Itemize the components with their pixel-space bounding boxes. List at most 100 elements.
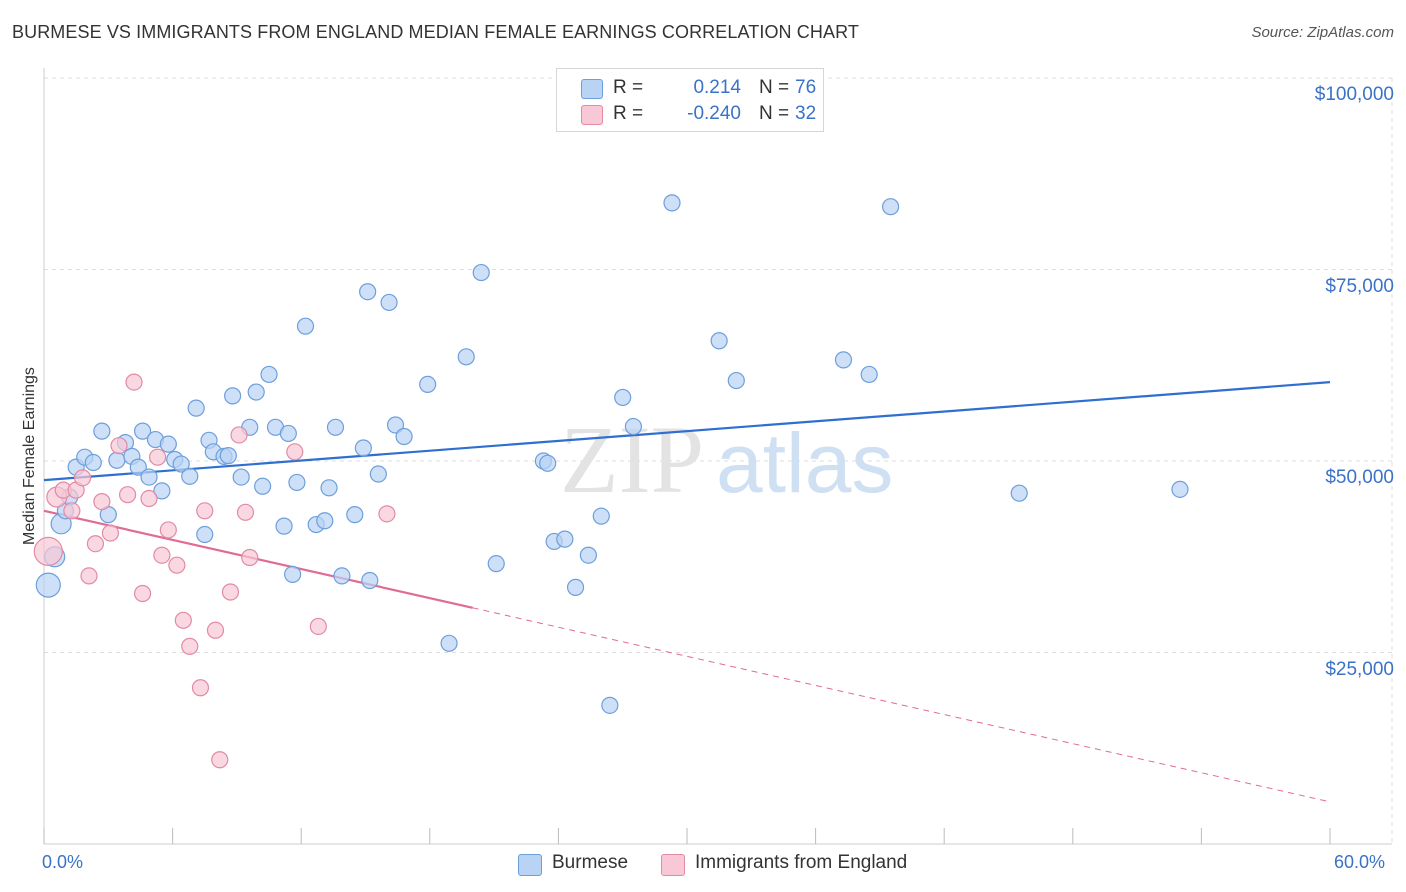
legend-label: Immigrants from England <box>695 852 908 873</box>
burmese-point <box>614 388 632 407</box>
england-point <box>153 546 171 564</box>
source-label: Source: ZipAtlas.com <box>1251 24 1394 41</box>
legend-n-value: 32 <box>795 103 817 124</box>
legend-label: Burmese <box>552 852 629 873</box>
legend-row-burmese: R = 0.214 N = 76 <box>581 77 821 101</box>
burmese-point <box>187 399 205 417</box>
burmese-point <box>153 482 171 500</box>
burmese-point <box>320 479 338 497</box>
burmese-point <box>395 427 413 446</box>
chart-title: BURMESE VS IMMIGRANTS FROM ENGLAND MEDIA… <box>12 22 859 42</box>
burmese-point <box>316 512 334 530</box>
legend-item-england[interactable]: Immigrants from England <box>661 852 931 878</box>
england-point <box>148 448 167 466</box>
england-point <box>236 503 255 521</box>
burmese-point <box>35 572 61 598</box>
x-tick-max: 60.0% <box>1334 852 1386 872</box>
burmese-point <box>440 634 458 652</box>
england-point <box>101 524 120 542</box>
burmese-point <box>232 468 250 486</box>
england-point <box>63 502 81 520</box>
burmese-point <box>601 696 619 714</box>
burmese-point <box>296 317 315 335</box>
trend-line-england-dashed <box>472 607 1331 803</box>
burmese-point <box>727 371 745 390</box>
burmese-point <box>219 447 237 465</box>
burmese-point <box>386 416 405 434</box>
burmese-point <box>93 422 111 440</box>
y-tick-label: $75,000 <box>1325 275 1394 297</box>
legend-row-england: R = -0.240 N = 32 <box>581 103 821 127</box>
burmese-point <box>380 293 398 312</box>
burmese-point <box>224 387 242 405</box>
england-point <box>159 521 177 539</box>
england-point <box>309 617 327 636</box>
burmese-point <box>359 283 377 301</box>
watermark-atlas: atlas <box>716 416 893 510</box>
legend-item-burmese[interactable]: Burmese <box>518 852 648 878</box>
burmese-point <box>346 506 364 524</box>
england-point <box>133 584 152 603</box>
burmese-point <box>834 351 853 369</box>
burmese-point <box>419 375 437 393</box>
legend-r-label: R = <box>613 103 644 124</box>
burmese-point <box>624 417 643 436</box>
england-point <box>86 535 105 553</box>
england-point <box>174 611 192 629</box>
legend-n-value: 76 <box>795 77 817 98</box>
y-tick-label: $100,000 <box>1314 84 1394 105</box>
axes <box>43 68 1392 845</box>
burmese-point <box>284 565 302 583</box>
correlation-legend: R = 0.214 N = 76 R = -0.240 N = 32 <box>556 68 824 132</box>
burmese-point <box>354 439 372 457</box>
trend-line-burmese <box>43 381 1331 482</box>
x-tick-min: 0.0% <box>42 852 84 872</box>
england-point <box>125 373 143 391</box>
burmese-point <box>326 418 345 436</box>
burmese-point <box>247 383 265 401</box>
burmese-point <box>472 263 490 282</box>
y-tick-label: $50,000 <box>1325 467 1394 488</box>
burmese-point <box>333 567 351 585</box>
burmese-point <box>663 194 681 212</box>
burmese-point <box>369 465 387 483</box>
england-point <box>211 751 229 769</box>
england-point <box>118 486 137 504</box>
england-point <box>93 492 111 511</box>
england-point <box>221 583 240 601</box>
burmese-point <box>566 578 585 596</box>
burmese-point <box>487 555 505 573</box>
legend-r-label: R = <box>613 77 644 98</box>
burmese-point <box>254 477 272 495</box>
burmese-point <box>129 458 147 476</box>
england-point <box>73 469 92 487</box>
burmese-point <box>1010 484 1028 502</box>
burmese-point <box>539 454 557 472</box>
england-point <box>206 621 225 639</box>
burmese-point <box>1171 480 1189 498</box>
england-point <box>378 505 396 523</box>
burmese-point <box>84 453 102 472</box>
england-point <box>33 536 63 566</box>
burmese-point <box>579 546 598 564</box>
burmese-point <box>361 571 379 590</box>
burmese-swatch <box>518 854 542 876</box>
burmese-point <box>133 422 152 440</box>
burmese-point <box>108 451 126 469</box>
legend-r-value: 0.214 <box>693 77 741 98</box>
burmese-point <box>172 455 190 473</box>
y-axis-label: Median Female Earnings <box>21 367 38 545</box>
england-point <box>181 637 199 655</box>
burmese-point <box>260 365 278 384</box>
legend-n-label: N = <box>759 103 790 124</box>
series-burmese <box>35 194 1189 714</box>
england-point <box>80 567 98 585</box>
burmese-point <box>196 525 214 544</box>
burmese-point <box>159 435 177 453</box>
y-tick-label: $25,000 <box>1325 658 1394 680</box>
burmese-point <box>181 467 199 485</box>
burmese-point <box>279 424 297 443</box>
england-swatch <box>581 105 603 125</box>
burmese-point <box>275 517 293 535</box>
